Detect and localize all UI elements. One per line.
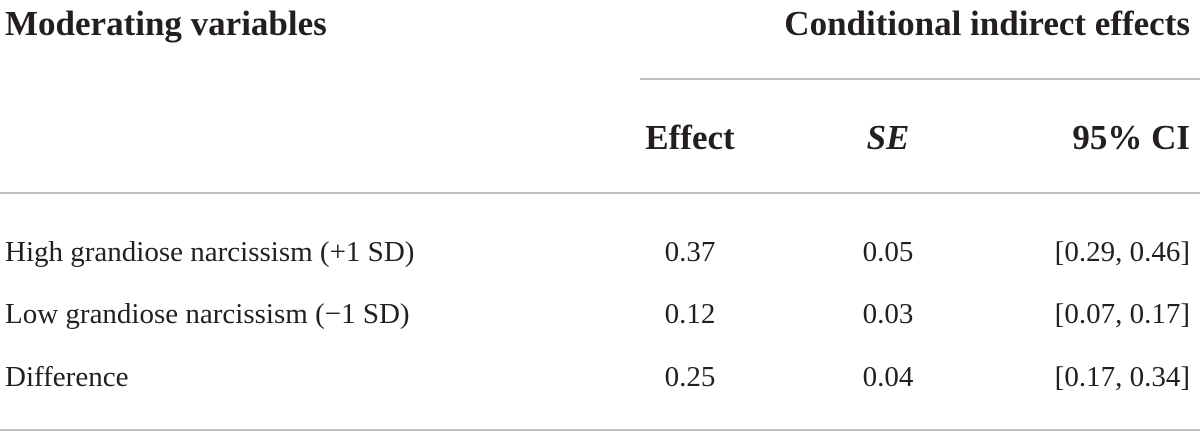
row-label: Difference	[5, 361, 129, 393]
column-header: Effect	[645, 118, 735, 157]
column-header: 95% CI	[1072, 118, 1190, 157]
cell: 0.04	[862, 361, 914, 393]
rule	[0, 192, 1200, 194]
column-group-header: Conditional indirect effects	[784, 4, 1190, 43]
cell: 0.05	[862, 236, 914, 268]
cell: 0.37	[664, 236, 716, 268]
cell: [0.17, 0.34]	[1054, 361, 1190, 393]
rule	[0, 429, 1200, 431]
column-header: SE	[866, 118, 910, 157]
row-label: Low grandiose narcissism (−1 SD)	[5, 298, 410, 330]
rule	[640, 78, 1200, 80]
cell: 0.25	[664, 361, 716, 393]
cell: [0.29, 0.46]	[1054, 236, 1190, 268]
cell: [0.07, 0.17]	[1054, 298, 1190, 330]
column-header: Moderating variables	[5, 4, 327, 43]
cell: 0.12	[664, 298, 716, 330]
cell: 0.03	[862, 298, 914, 330]
row-label: High grandiose narcissism (+1 SD)	[5, 236, 415, 268]
